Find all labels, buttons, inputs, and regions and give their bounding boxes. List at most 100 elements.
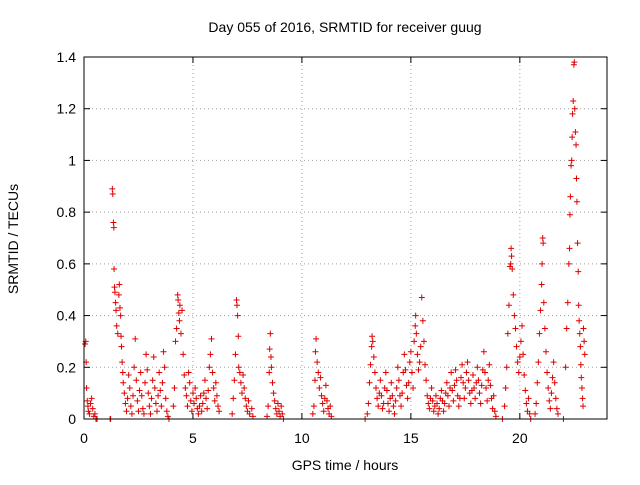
data-point: [378, 392, 385, 399]
data-point: [126, 384, 133, 391]
data-point: [123, 408, 130, 415]
data-point: [237, 379, 244, 386]
data-point: [542, 348, 549, 355]
data-point: [374, 395, 381, 402]
data-point: [450, 397, 457, 404]
data-point: [478, 382, 485, 389]
data-point: [451, 382, 458, 389]
data-point: [278, 403, 285, 410]
data-point: [240, 372, 247, 379]
data-point: [215, 403, 222, 410]
data-point: [163, 408, 170, 415]
data-point: [539, 260, 546, 267]
data-point: [566, 245, 573, 252]
data-point: [135, 408, 142, 415]
data-point: [179, 307, 186, 314]
data-point: [441, 400, 448, 407]
data-point: [320, 408, 327, 415]
data-point: [434, 400, 441, 407]
data-point: [246, 410, 253, 417]
data-point: [315, 369, 322, 376]
x-tick-label: 20: [512, 430, 528, 446]
data-point: [536, 330, 543, 337]
data-point: [164, 413, 171, 420]
data-point: [196, 403, 203, 410]
data-point: [573, 175, 580, 182]
data-point: [382, 369, 389, 376]
data-point: [366, 379, 373, 386]
data-point: [429, 397, 436, 404]
chart-title: Day 055 of 2016, SRMTID for receiver guu…: [208, 19, 481, 35]
data-point: [266, 369, 273, 376]
data-point: [573, 141, 580, 148]
data-point: [368, 343, 375, 350]
data-point: [160, 348, 167, 355]
data-point: [393, 384, 400, 391]
data-point: [460, 379, 467, 386]
data-point: [577, 343, 584, 350]
grid-layer: [84, 57, 607, 419]
data-point: [159, 379, 166, 386]
data-point: [203, 395, 210, 402]
data-point: [116, 304, 123, 311]
data-point: [508, 253, 515, 260]
data-point: [509, 266, 516, 273]
data-point: [569, 134, 576, 141]
data-point: [533, 400, 540, 407]
data-point: [206, 364, 213, 371]
data-point: [412, 312, 419, 319]
data-point: [446, 403, 453, 410]
x-tick-label: 15: [403, 430, 419, 446]
data-point: [311, 377, 318, 384]
data-point: [580, 325, 587, 332]
data-point: [563, 325, 570, 332]
data-point: [377, 377, 384, 384]
data-point: [209, 369, 216, 376]
data-point: [189, 390, 196, 397]
data-point: [463, 369, 470, 376]
data-point: [369, 333, 376, 340]
data-point: [459, 361, 466, 368]
data-point: [516, 353, 523, 360]
data-point: [410, 384, 417, 391]
data-point: [511, 312, 518, 319]
data-point: [548, 390, 555, 397]
data-point: [266, 346, 273, 353]
data-point: [208, 335, 215, 342]
data-point: [424, 392, 431, 399]
data-point: [438, 387, 445, 394]
data-point: [271, 397, 278, 404]
data-point: [177, 330, 184, 337]
data-point: [249, 413, 256, 420]
data-point: [200, 390, 207, 397]
data-point: [113, 322, 120, 329]
data-point: [406, 359, 413, 366]
data-point: [83, 384, 90, 391]
data-point: [185, 369, 192, 376]
data-point: [534, 379, 541, 386]
data-point: [316, 384, 323, 391]
data-point: [526, 410, 533, 417]
data-point: [132, 335, 139, 342]
data-point: [241, 384, 248, 391]
data-point: [152, 400, 159, 407]
data-point: [519, 322, 526, 329]
data-point: [371, 369, 378, 376]
data-point: [569, 110, 576, 117]
y-tick-label: 1: [68, 152, 76, 168]
data-point: [379, 405, 386, 412]
data-point: [114, 330, 121, 337]
data-point: [469, 372, 476, 379]
y-tick-label: 0.8: [57, 204, 77, 220]
data-point: [444, 392, 451, 399]
data-point: [501, 403, 508, 410]
data-point: [520, 351, 527, 358]
data-point: [547, 405, 554, 412]
data-point: [562, 364, 569, 371]
data-point: [162, 395, 169, 402]
data-point: [182, 384, 189, 391]
data-point: [150, 353, 157, 360]
data-point: [391, 410, 398, 417]
data-point: [154, 408, 161, 415]
data-points: [82, 59, 588, 422]
